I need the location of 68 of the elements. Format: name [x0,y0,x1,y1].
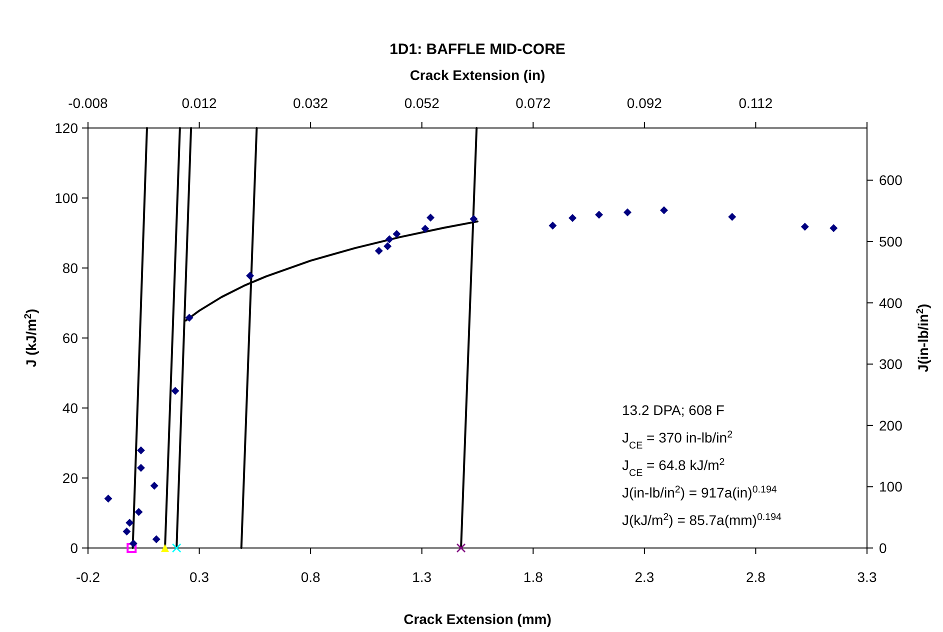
y-tick-label: 80 [62,260,78,276]
point [126,518,134,527]
x-axis-title: Crack Extension (mm) [404,611,552,627]
point [152,535,160,544]
y-tick-label: 0 [70,540,78,556]
point [172,543,182,553]
y-tick-label: 20 [62,470,78,486]
point [150,482,158,490]
point [104,494,112,503]
point [136,464,145,472]
y2-tick-label: 200 [879,417,903,434]
point [800,222,809,231]
x2-tick-label: 0.032 [293,95,328,111]
x2-tick-label: 0.052 [404,95,440,111]
point [385,235,394,244]
annotation: J$_{CE}$ = 370 in-lb/in$^{2}$ [622,429,733,451]
point [374,246,383,255]
x-tick-label: 2.8 [746,569,766,585]
x-tick-label: -0.2 [76,569,100,585]
y-tick-label: 40 [62,400,78,416]
point [185,314,194,322]
point [624,208,632,216]
x-tick-label: 0.8 [300,569,321,585]
point [134,508,143,516]
x2-tick-label: 0.012 [182,95,218,111]
point [595,210,604,219]
point [548,222,557,230]
point [171,386,180,395]
point [660,206,668,214]
y2-tick-label: 300 [879,356,903,372]
annotation: J(kJ/m$^{2}$) = 85.7a(mm)$^{0.194}$ [622,512,782,528]
x-tick-label: 3.3 [857,569,877,585]
point [456,543,466,553]
annotation: J$_{CE}$ = 64.8 kJ/m$^{2}$ [622,456,725,478]
point [568,214,577,222]
point [728,212,736,221]
annotation: 13.2 DPA; 608 F [622,402,724,418]
x2-tick-label: 0.072 [516,95,551,111]
chart-title: 1D1: BAFFLE MID-CORE [390,41,566,58]
point [392,230,401,238]
y-tick-label: 100 [54,190,78,206]
x-tick-label: 0.3 [190,569,210,585]
point [126,543,137,553]
y2-tick-label: 500 [879,234,903,250]
x2-tick-label: 0.092 [626,95,662,111]
point [161,544,170,552]
point [246,272,254,280]
point [470,215,478,223]
x-tick-label: 2.3 [634,569,654,585]
point [426,214,435,222]
point [129,539,138,548]
x-tick-label: 1.3 [412,569,432,585]
y2-tick-label: 0 [879,540,887,556]
point [136,446,145,454]
y2-tick-label: 400 [879,294,903,311]
y2-tick-label: 600 [879,172,903,188]
y-tick-label: 120 [54,120,78,136]
point [122,528,131,536]
y-tick-label: 60 [62,330,78,346]
point [830,224,838,232]
x-tick-label: 1.8 [523,569,544,585]
y2-tick-label: 100 [879,478,903,495]
x2-axis-title: Crack Extension (in) [410,67,546,83]
x2-tick-label: -0.008 [68,95,108,111]
point [421,224,430,233]
annotation: J(in-lb/in$^{2}$) = 917a(in)$^{0.194}$ [622,484,778,500]
x2-tick-label: 0.112 [738,95,773,111]
point [384,242,392,250]
